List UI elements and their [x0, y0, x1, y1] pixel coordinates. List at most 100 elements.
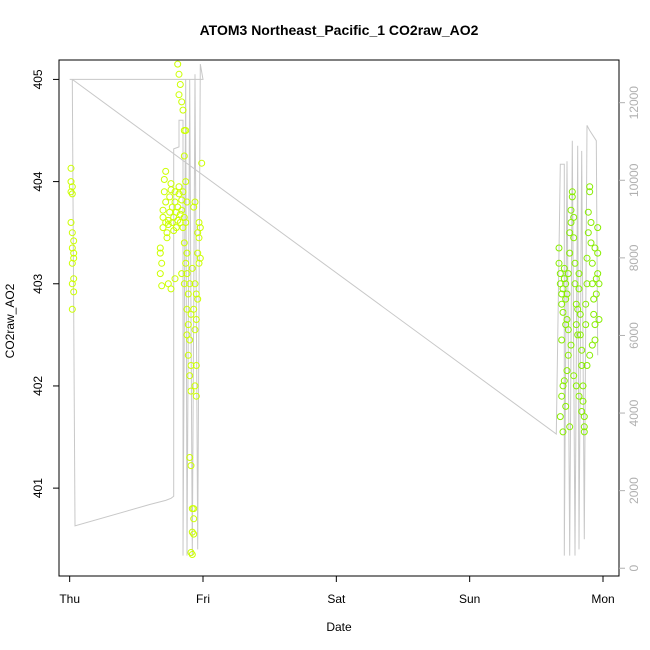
data-point [564, 270, 572, 278]
data-point [590, 310, 598, 318]
data-point [180, 213, 188, 221]
data-point [583, 280, 591, 288]
data-point [192, 290, 200, 298]
y-tick-label: 404 [31, 171, 45, 191]
data-point [196, 224, 204, 232]
data-point [195, 234, 203, 242]
x-tick-label: Sat [327, 592, 346, 606]
data-point [162, 167, 170, 175]
y2-tick-label: 2000 [627, 477, 641, 504]
data-point [560, 264, 568, 272]
data-point [67, 178, 75, 186]
data-point [70, 288, 78, 296]
data-point [191, 382, 199, 390]
data-point [68, 259, 76, 267]
data-point [191, 326, 199, 334]
data-point [190, 505, 198, 513]
secondary-line-layer [69, 64, 599, 556]
data-point [583, 362, 591, 369]
data-point [183, 305, 191, 313]
data-point [175, 91, 183, 99]
data-point [68, 305, 76, 313]
data-point [562, 321, 570, 329]
data-point [594, 224, 602, 232]
data-point [180, 280, 188, 288]
data-point [68, 244, 76, 252]
data-point [566, 229, 574, 237]
data-point [572, 300, 580, 308]
data-point [588, 259, 596, 267]
data-point [156, 270, 164, 278]
data-point [587, 219, 595, 226]
data-point [159, 206, 167, 214]
data-point [166, 193, 174, 201]
data-point [555, 244, 563, 252]
data-point [187, 462, 195, 470]
data-point [179, 106, 187, 114]
data-point [188, 551, 196, 558]
plot-frame [58, 59, 620, 577]
data-point [572, 321, 580, 329]
data-point [191, 280, 199, 288]
data-point [158, 282, 166, 290]
data-point [183, 270, 191, 278]
data-point [187, 387, 195, 395]
data-point [167, 180, 175, 188]
data-point [560, 377, 568, 385]
data-point [584, 229, 592, 237]
y-tick-label: 405 [31, 69, 45, 89]
data-point [563, 367, 571, 375]
data-point [195, 259, 203, 267]
data-point [190, 515, 198, 523]
data-point [179, 188, 187, 196]
data-point [576, 331, 584, 339]
data-point [568, 188, 576, 196]
data-point [578, 346, 586, 354]
data-point [563, 290, 571, 298]
data-point [562, 295, 570, 303]
data-point [564, 351, 572, 359]
data-point [175, 183, 183, 191]
data-point [560, 275, 568, 283]
chart-title: ATOM3 Northeast_Pacific_1 CO2raw_AO2 [200, 22, 479, 38]
data-point [563, 316, 571, 323]
data-point [187, 310, 195, 318]
data-point [568, 193, 576, 201]
data-point [186, 372, 194, 380]
points-layer [67, 60, 603, 558]
data-point [162, 198, 170, 206]
data-point [570, 234, 578, 242]
data-point [70, 237, 78, 245]
data-point [190, 530, 198, 538]
data-point [178, 270, 186, 278]
data-point [186, 280, 194, 288]
y-tick-label: 402 [31, 376, 45, 396]
data-point [558, 392, 566, 400]
y2-tick-label: 10000 [627, 163, 641, 197]
data-point [566, 423, 574, 431]
data-point [591, 321, 599, 329]
data-point [571, 280, 579, 288]
data-point [188, 264, 196, 272]
data-point [198, 159, 206, 167]
x-tick-label: Mon [591, 592, 614, 606]
y2-tick-label: 12000 [627, 86, 641, 120]
data-point [555, 259, 563, 267]
data-point [163, 229, 171, 237]
data-point [178, 98, 186, 106]
data-point [67, 219, 75, 226]
x-tick-label: Sun [459, 592, 480, 606]
data-point [67, 188, 75, 196]
data-point [576, 310, 584, 318]
y2-tick-label: 4000 [627, 399, 641, 426]
data-point [595, 316, 603, 323]
data-point [184, 290, 192, 298]
data-point [567, 206, 575, 214]
data-point [588, 280, 596, 288]
data-point [583, 254, 591, 262]
x-axis-label: Date [326, 620, 352, 634]
data-point [559, 382, 567, 390]
data-point [68, 183, 76, 191]
data-point [575, 285, 583, 293]
data-point [182, 259, 190, 267]
